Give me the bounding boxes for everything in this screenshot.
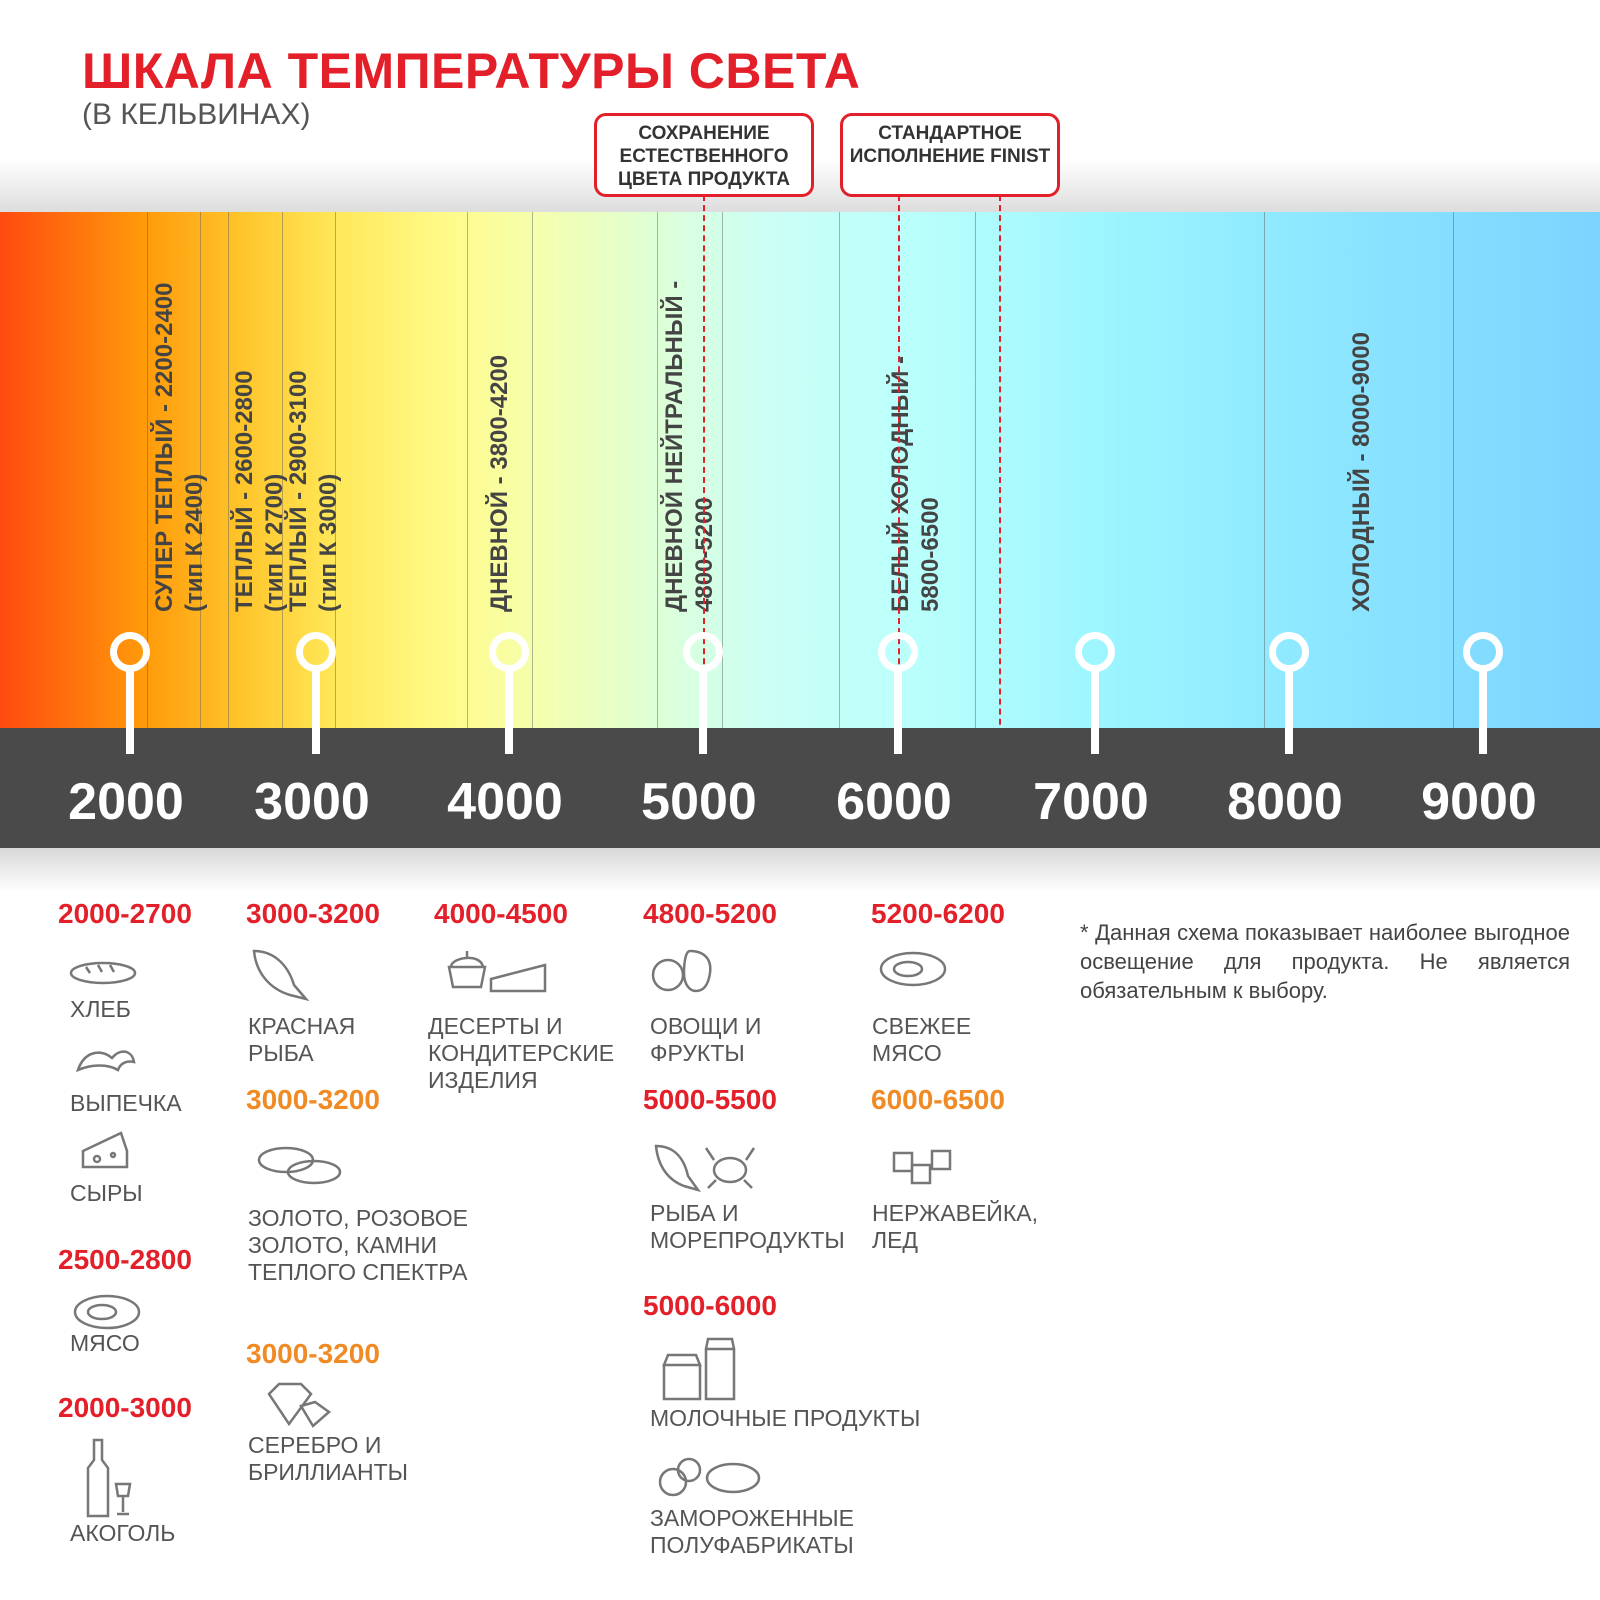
scale-pin-icon (878, 632, 918, 672)
scale-pin-stem (894, 670, 902, 754)
divider (467, 212, 468, 728)
scale-pin-icon (1075, 632, 1115, 672)
zone-label: СУПЕР ТЕПЛЫЙ - 2200-2400 (тип К 2400) (151, 282, 208, 612)
divider (839, 212, 840, 728)
zone-label: ТЕПЛЫЙ - 2600-2800 (тип К 2700) (231, 370, 288, 612)
scale-pin-stem (1285, 670, 1293, 754)
callout-finist-standard: СТАНДАРТНОЕ ИСПОЛНЕНИЕ FINIST (840, 113, 1060, 197)
page-subtitle: (В КЕЛЬВИНАХ) (82, 98, 311, 131)
product-label: СЕРЕБРО И БРИЛЛИАНТЫ (248, 1432, 409, 1485)
cheese-icon (75, 1125, 145, 1175)
range-label: 3000-3200 (246, 1084, 380, 1115)
zone-label: ХОЛОДНЫЙ - 8000-9000 (1348, 332, 1375, 612)
croissant-icon (70, 1030, 140, 1080)
product-label: СВЕЖЕЕ МЯСО (872, 1013, 972, 1066)
scale-tick-label: 6000 (836, 773, 952, 831)
product-label: ВЫПЕЧКА (70, 1090, 182, 1116)
product-label: МЯСО (70, 1330, 140, 1356)
product-label: КРАСНАЯ РЫБА (248, 1013, 356, 1066)
range-label: 6000-6500 (871, 1084, 1005, 1115)
divider (282, 212, 283, 728)
scale-tick-label: 5000 (641, 773, 757, 831)
dessert-icon (445, 945, 555, 995)
divider (1453, 212, 1454, 728)
product-label: СЫРЫ (70, 1180, 143, 1206)
scale-pin-icon (1463, 632, 1503, 672)
range-label: 5200-6200 (871, 898, 1005, 929)
product-label: РЫБА И МОРЕПРОДУКТЫ (650, 1200, 845, 1253)
scale-pin-icon (683, 632, 723, 672)
divider (1264, 212, 1265, 728)
divider (657, 212, 658, 728)
disclaimer-note: * Данная схема показывает наиболее выгод… (1080, 920, 1570, 1003)
scale-tick-label: 8000 (1227, 773, 1343, 831)
scale-pin-icon (296, 632, 336, 672)
scale-pin-stem (1479, 670, 1487, 754)
product-label: ОВОЩИ И ФРУКТЫ (650, 1013, 762, 1066)
vegetables-icon (650, 945, 720, 995)
range-label: 5000-5500 (643, 1084, 777, 1115)
ice-cubes-icon (890, 1145, 960, 1195)
product-label: ЗОЛОТО, РОЗОВОЕ ЗОЛОТО, КАМНИ ТЕПЛОГО СП… (248, 1205, 468, 1285)
steak-icon (72, 1288, 142, 1338)
product-label: ДЕСЕРТЫ И КОНДИТЕРСКИЕ ИЗДЕЛИЯ (428, 1013, 615, 1093)
product-label: ЗАМОРОЖЕННЫЕ ПОЛУФАБРИКАТЫ (650, 1505, 855, 1558)
diamond-icon (265, 1380, 335, 1430)
divider (200, 212, 201, 728)
range-label: 5000-6000 (643, 1290, 777, 1321)
product-label: ХЛЕБ (70, 996, 131, 1022)
range-label: 2000-3000 (58, 1392, 192, 1423)
divider (532, 212, 533, 728)
scale-pin-icon (110, 632, 150, 672)
divider (975, 212, 976, 728)
scale-tick-label: 7000 (1033, 773, 1149, 831)
scale-tick-label: 9000 (1421, 773, 1537, 831)
zone-label: ТЕПЛЫЙ - 2900-3100 (тип К 3000) (285, 370, 342, 612)
rings-icon (256, 1140, 346, 1190)
scale-pin-stem (312, 670, 320, 754)
dairy-icon (660, 1335, 750, 1403)
scale-pin-icon (1269, 632, 1309, 672)
bread-icon (68, 945, 138, 995)
scale-pin-stem (505, 670, 513, 754)
marker-dashed-line (999, 195, 1001, 765)
divider (722, 212, 723, 728)
bottom-shade (0, 848, 1600, 892)
zone-label: БЕЛЫЙ ХОЛОДНЫЙ -5800-6500 (887, 356, 944, 612)
range-label: 4800-5200 (643, 898, 777, 929)
zone-label: ДНЕВНОЙ НЕЙТРАЛЬНЫЙ -4800-5200 (661, 280, 718, 612)
divider (335, 212, 336, 728)
divider (147, 212, 148, 728)
range-label: 2500-2800 (58, 1244, 192, 1275)
scale-tick-label: 4000 (447, 773, 563, 831)
scale-pin-stem (1091, 670, 1099, 754)
color-spectrum (0, 212, 1600, 728)
bottle-glass-icon (80, 1438, 150, 1518)
range-label: 2000-2700 (58, 898, 192, 929)
seafood-icon (652, 1140, 757, 1195)
product-label: НЕРЖАВЕЙКА, ЛЕД (872, 1200, 1038, 1253)
steak-icon (878, 945, 948, 995)
scale-pin-icon (489, 632, 529, 672)
range-label: 4000-4500 (434, 898, 568, 929)
frozen-food-icon (653, 1452, 763, 1502)
marker-dashed-line (898, 195, 900, 765)
divider (228, 212, 229, 728)
fish-icon (250, 945, 320, 1005)
scale-tick-label: 3000 (254, 773, 370, 831)
callout-natural-color: СОХРАНЕНИЕ ЕСТЕСТВЕННОГО ЦВЕТА ПРОДУКТА (594, 113, 814, 197)
marker-dashed-line (703, 195, 705, 765)
zone-label: ДНЕВНОЙ - 3800-4200 (486, 354, 513, 612)
product-label: АКОГОЛЬ (70, 1520, 176, 1546)
scale-tick-label: 2000 (68, 773, 184, 831)
range-label: 3000-3200 (246, 1338, 380, 1369)
scale-pin-stem (126, 670, 134, 754)
scale-band (0, 728, 1600, 848)
page-title: ШКАЛА ТЕМПЕРАТУРЫ СВЕТА (82, 43, 861, 99)
scale-pin-stem (699, 670, 707, 754)
range-label: 3000-3200 (246, 898, 380, 929)
product-label: МОЛОЧНЫЕ ПРОДУКТЫ (650, 1405, 921, 1431)
